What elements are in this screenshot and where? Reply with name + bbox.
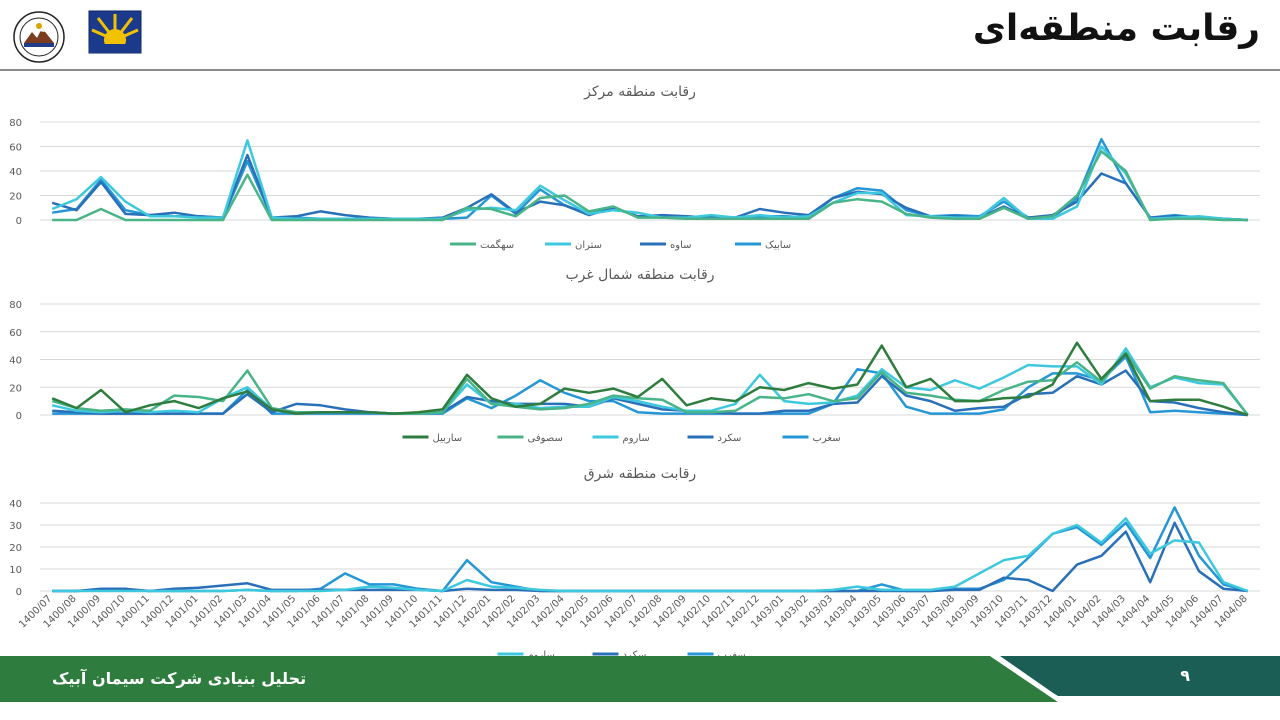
legend-label: سصوفی xyxy=(528,433,563,444)
series-line xyxy=(51,351,1249,416)
legend-label: سهگمت xyxy=(480,239,514,251)
page-number: ۹ xyxy=(1180,666,1190,685)
y-tick-label: 80 xyxy=(9,300,22,311)
y-tick-label: 20 xyxy=(9,543,22,554)
series-line xyxy=(52,150,1248,222)
y-tick-label: 0 xyxy=(16,411,22,422)
y-tick-label: 80 xyxy=(9,118,22,129)
header: رقابت منطقه‌ای xyxy=(0,0,1280,71)
y-tick-label: 40 xyxy=(9,499,22,510)
legend-label: ساروم xyxy=(623,433,650,444)
legend-label: سابیک xyxy=(765,240,791,251)
y-tick-label: 20 xyxy=(9,383,22,394)
series-line xyxy=(52,369,1248,417)
series-line xyxy=(52,521,1248,593)
chart-center-region: رقابت منطقه مرکز 0 20 40 60 80 سابیک ساوه ستران س… xyxy=(9,84,1260,251)
chart-title: رقابت منطقه شمال غرب xyxy=(566,267,715,283)
group-logo xyxy=(88,10,142,66)
series-line xyxy=(51,347,1249,416)
legend-label: سکرد xyxy=(623,650,647,658)
series-line xyxy=(52,137,1248,222)
legend-label: سغرب xyxy=(718,650,746,658)
series-line xyxy=(52,506,1249,593)
series-line xyxy=(52,517,1249,593)
chart-east-region: رقابت منطقه شرق0102030401400/071400/0814… xyxy=(9,466,1260,658)
y-tick-label: 20 xyxy=(9,192,22,203)
company-logo-seal xyxy=(12,10,66,64)
footer: تحلیل بنیادی شرکت سیمان آبیک ۹ xyxy=(0,656,1280,720)
footer-title: تحلیل بنیادی شرکت سیمان آبیک xyxy=(52,669,307,688)
legend-label: ساروم xyxy=(528,650,555,658)
chart-title: رقابت منطقه شرق xyxy=(584,466,696,482)
y-tick-label: 60 xyxy=(9,328,22,339)
y-tick-label: 60 xyxy=(9,143,22,154)
chart-northwest-region: رقابت منطقه شمال غرب 0 20 40 60 80 سغرب سکرد سار… xyxy=(9,267,1260,444)
header-divider xyxy=(0,69,1280,71)
legend-label: ستران xyxy=(575,240,602,251)
legend-label: ساوه xyxy=(670,240,692,251)
page-title: رقابت منطقه‌ای xyxy=(972,8,1260,49)
y-tick-label: 10 xyxy=(9,565,22,576)
legend-label: سغرب xyxy=(813,433,841,444)
chart-title: رقابت منطقه مرکز xyxy=(583,84,696,100)
series-line xyxy=(51,139,1248,222)
y-tick-label: 0 xyxy=(16,587,22,598)
legend-label: سکرد xyxy=(718,433,742,444)
legend-label: ساربیل xyxy=(433,433,463,444)
y-tick-label: 30 xyxy=(9,521,22,532)
y-tick-label: 40 xyxy=(9,356,22,367)
series-line xyxy=(51,341,1249,417)
y-tick-label: 40 xyxy=(9,167,22,178)
y-tick-label: 0 xyxy=(16,216,22,227)
